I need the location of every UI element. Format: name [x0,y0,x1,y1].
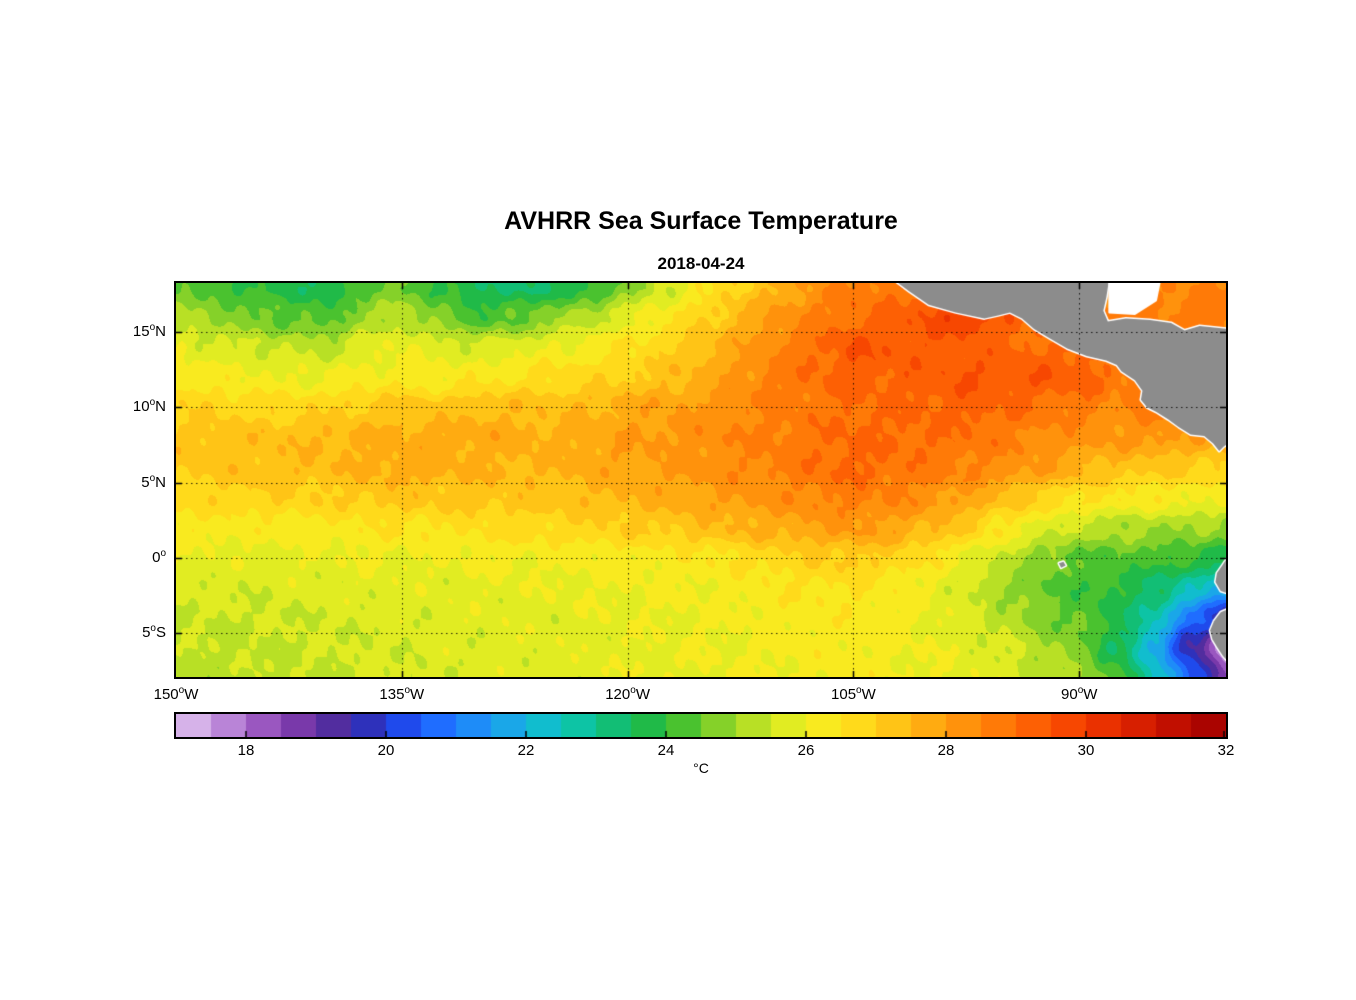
colorbar-tick-label: 30 [1077,742,1095,759]
colorbar-tick-label: 18 [237,742,255,759]
map-axes [174,281,1228,679]
colorbar-tick-label: 32 [1217,742,1235,759]
x-tick-label: 120oW [605,685,650,704]
colorbar [174,712,1228,739]
y-tick-label: 0o [152,547,166,566]
colorbar-tick-label: 26 [797,742,815,759]
chart-subtitle: 2018-04-24 [657,254,745,273]
colorbar-tick-label: 24 [657,742,675,759]
colorbar-unit-label: °C [693,760,709,776]
x-tick-label: 90oW [1061,685,1098,704]
colorbar-tick-label: 28 [937,742,955,759]
chart-title: AVHRR Sea Surface Temperature [504,207,898,235]
colorbar-tick-label: 20 [377,742,395,759]
x-tick-label: 150oW [153,685,199,704]
sst-heatmap-canvas [176,283,1226,677]
colorbar-canvas [176,714,1226,737]
x-tick-label: 105oW [831,685,876,704]
colorbar-tick-label: 22 [517,742,535,759]
y-tick-label: 10oN [132,397,166,416]
y-tick-label: 15oN [132,321,166,340]
y-tick-label: 5oN [141,472,166,491]
y-tick-label: 5oS [142,623,166,642]
x-tick-label: 135oW [379,685,425,704]
